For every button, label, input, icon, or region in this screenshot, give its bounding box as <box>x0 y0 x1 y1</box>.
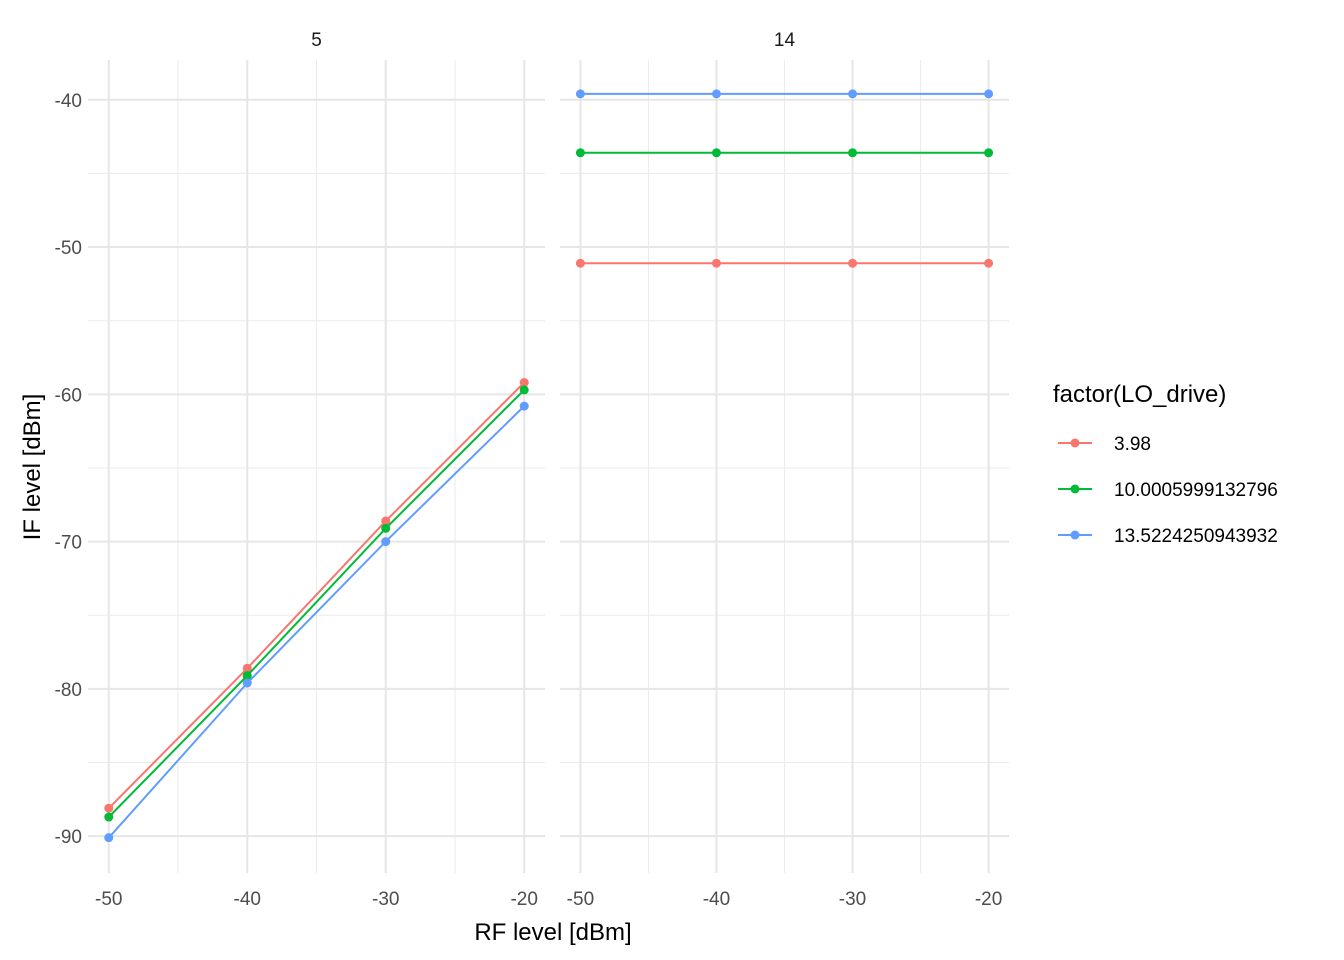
data-layer <box>104 89 994 843</box>
data-point <box>575 148 585 158</box>
data-point <box>848 258 858 268</box>
x-tick-label: -20 <box>975 889 1002 910</box>
data-point <box>848 89 858 99</box>
data-point <box>519 401 529 411</box>
data-point <box>575 89 585 99</box>
data-point <box>381 537 391 547</box>
legend-title: factor(LO_drive) <box>1053 381 1226 408</box>
x-tick-label: -50 <box>567 889 594 910</box>
data-point <box>848 148 858 158</box>
data-point <box>104 812 114 822</box>
x-tick-label: -20 <box>510 889 537 910</box>
series-line <box>108 405 525 839</box>
data-point <box>984 89 994 99</box>
data-point <box>242 663 252 673</box>
data-point <box>242 671 252 681</box>
data-point <box>381 516 391 526</box>
x-tick-label: -40 <box>234 889 261 910</box>
x-tick-label: -40 <box>703 889 730 910</box>
x-axis-title: RF level [dBm] <box>474 919 631 946</box>
facet-strip-label: 5 <box>311 30 322 51</box>
legend-entry-label: 3.98 <box>1114 434 1151 455</box>
legend-key-point <box>1070 530 1080 540</box>
data-point <box>519 378 529 388</box>
y-tick-label: -40 <box>55 91 82 112</box>
x-tick-label: -30 <box>372 889 399 910</box>
legend-entry-label: 10.0005999132796 <box>1114 480 1278 501</box>
grid-layer <box>88 60 1009 873</box>
y-axis-title: IF level [dBm] <box>19 394 46 541</box>
legend-key-point <box>1070 438 1080 448</box>
y-tick-label: -90 <box>55 827 82 848</box>
legend: factor(LO_drive) 3.98 10.0005999132796 13.… <box>1053 381 1278 547</box>
data-point <box>381 523 391 533</box>
data-point <box>984 148 994 158</box>
x-tick-label: -50 <box>95 889 122 910</box>
label-layer: 5 -50 -40 -30 -20 14 -50 -40 -30 -20 -40 -50 -60 -70 -… <box>55 30 1003 910</box>
x-tick-label: -30 <box>839 889 866 910</box>
data-point <box>104 833 114 843</box>
series-line <box>108 389 525 818</box>
data-point <box>575 258 585 268</box>
y-tick-label: -50 <box>55 238 82 259</box>
y-tick-label: -80 <box>55 680 82 701</box>
data-point <box>711 148 721 158</box>
data-point <box>711 258 721 268</box>
data-point <box>242 678 252 688</box>
legend-entry-label: 13.5224250943932 <box>1114 526 1278 547</box>
y-tick-label: -70 <box>55 533 82 554</box>
facet-strip-label: 14 <box>774 30 796 51</box>
data-point <box>104 803 114 813</box>
data-point <box>984 258 994 268</box>
y-tick-label: -60 <box>55 385 82 406</box>
series-line <box>108 381 525 809</box>
data-point <box>711 89 721 99</box>
data-point <box>519 385 529 395</box>
legend-key-point <box>1070 484 1080 494</box>
